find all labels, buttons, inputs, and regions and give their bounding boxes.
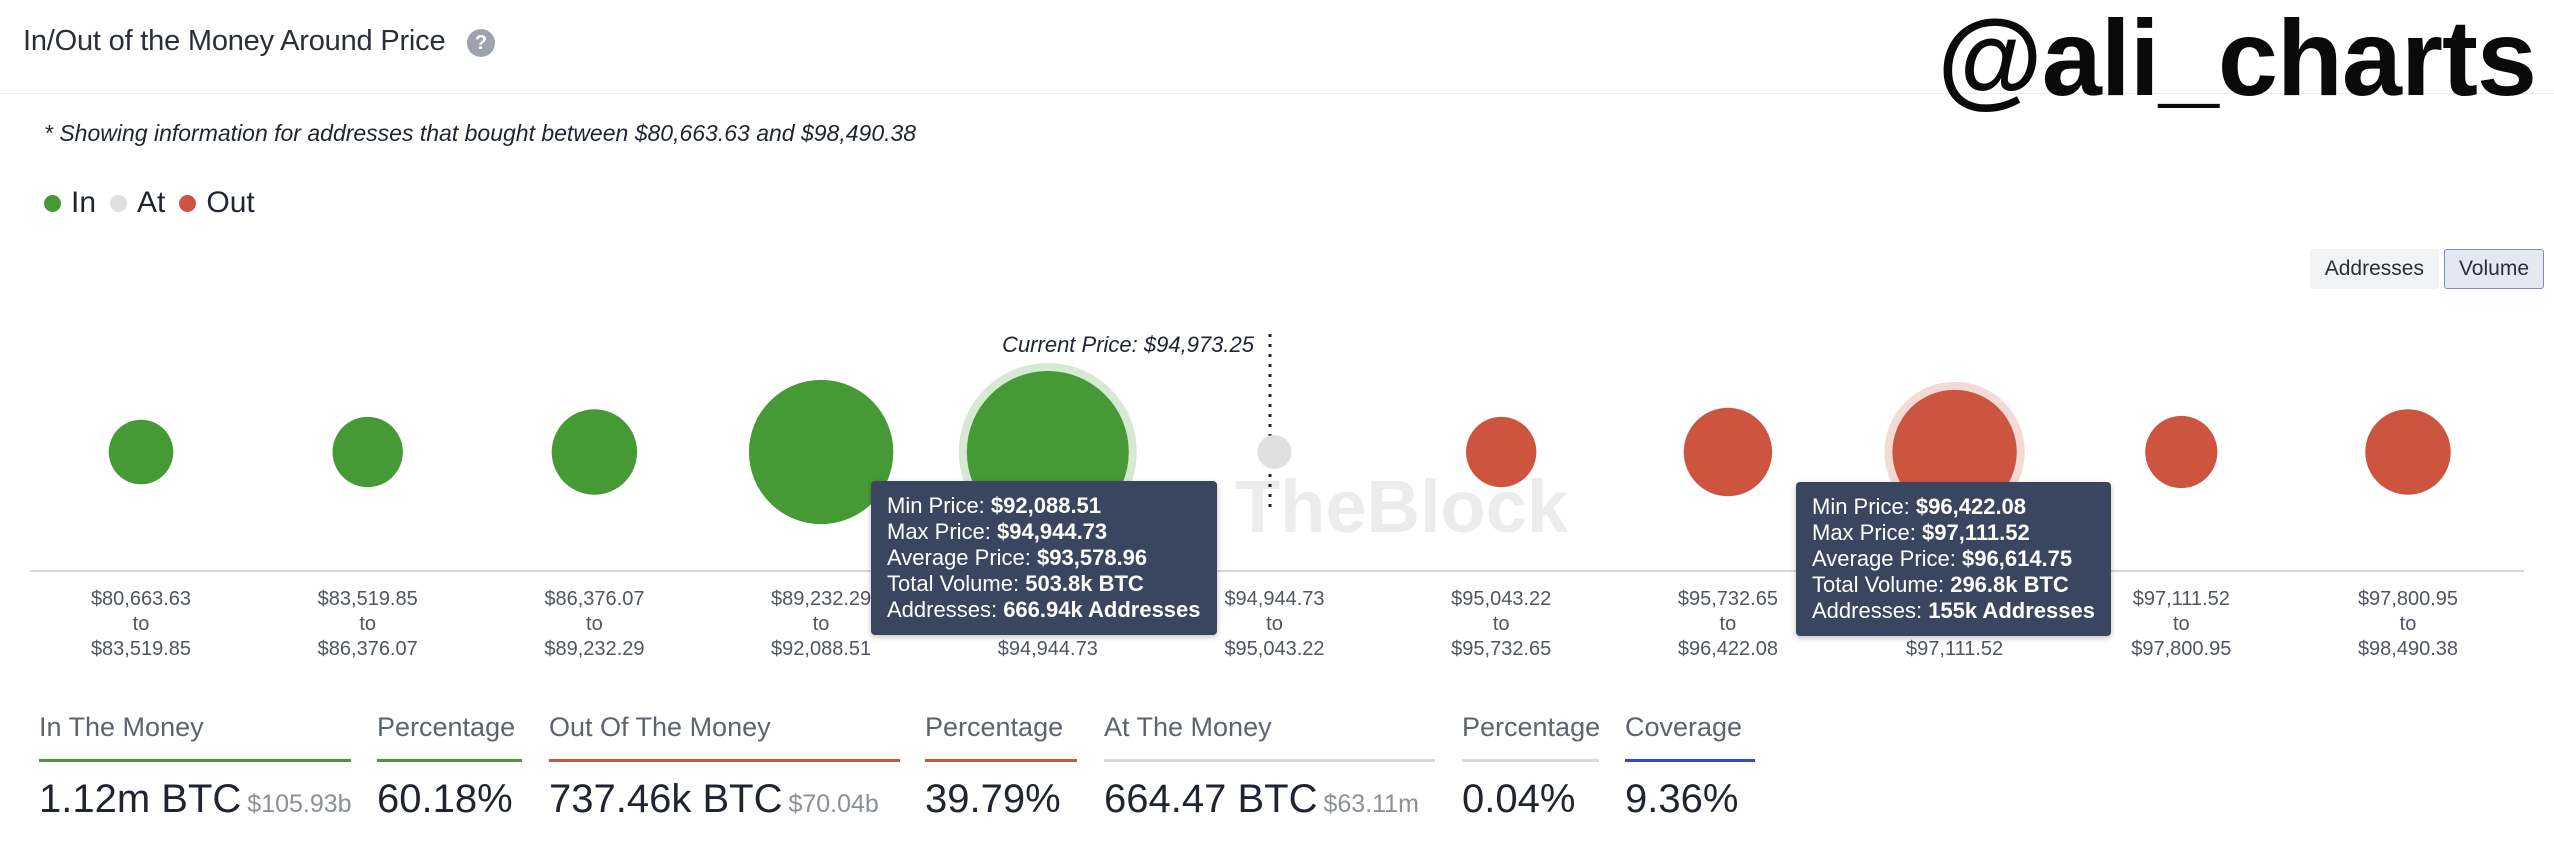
bubble-out-8[interactable] [1683, 407, 1773, 497]
tick-label-from: $97,800.95 [2358, 588, 2458, 610]
stat-coverage-value: 9.36% [1625, 777, 1739, 821]
tick-label-to-word: to [2173, 613, 2190, 635]
bubble-out-7[interactable] [1466, 416, 1537, 488]
tooltip-min: Min Price: $92,088.51 [887, 493, 1102, 518]
tick-label-to: $97,111.52 [1906, 638, 2003, 660]
tooltip-addresses: Addresses: 155k Addresses [1812, 598, 2095, 623]
tick-label-to: $86,376.07 [318, 638, 418, 660]
tooltip-avg: Average Price: $96,614.75 [1812, 546, 2073, 571]
stat-coverage: Coverage 9.36% [1625, 712, 1755, 822]
stat-out-percentage-value: 39.79% [925, 777, 1061, 821]
stat-out-percentage-label: Percentage [925, 712, 1077, 762]
tick-label-to: $95,732.65 [1451, 638, 1551, 660]
tick-label-from: $80,663.63 [91, 588, 191, 610]
tooltip-max: Max Price: $97,111.52 [1812, 520, 2030, 545]
tick-label-from: $89,232.29 [771, 588, 871, 610]
tick-label-to: $92,088.51 [771, 638, 871, 660]
bubble-in-1[interactable] [108, 419, 174, 485]
tick-label-from: $95,043.22 [1451, 588, 1551, 610]
author-watermark: @ali_charts [1937, 0, 2537, 118]
tick-label-to: $97,800.95 [2131, 638, 2231, 660]
legend-item-out[interactable]: Out [179, 186, 255, 220]
tick-label-to-word: to [813, 613, 830, 635]
stat-in-the-money-value: 1.12m BTC $105.93b [39, 777, 352, 821]
header-bar: In/Out of the Money Around Price ? [0, 0, 2554, 94]
tooltip-volume: Total Volume: 296.8k BTC [1812, 572, 2069, 597]
legend-label-out: Out [206, 186, 255, 219]
tick-label-to: $94,944.73 [998, 638, 1098, 660]
page-title: In/Out of the Money Around Price [23, 25, 446, 57]
stat-in-percentage: Percentage 60.18% [377, 712, 522, 822]
tick-label-to-word: to [2400, 613, 2417, 635]
legend-item-in[interactable]: In [44, 186, 96, 220]
stat-coverage-label: Coverage [1625, 712, 1755, 762]
tick-label-to: $96,422.08 [1678, 638, 1778, 660]
tooltip-avg: Average Price: $93,578.96 [887, 545, 1148, 570]
stat-at-percentage-label: Percentage [1462, 712, 1600, 762]
tick-label-from: $94,944.73 [1224, 588, 1324, 610]
legend-item-at[interactable]: At [110, 186, 165, 220]
stat-in-percentage-label: Percentage [377, 712, 522, 762]
tick-label-from: $97,111.52 [2133, 588, 2230, 610]
tick-label-to-word: to [1266, 613, 1283, 635]
stat-at-the-money: At The Money 664.47 BTC $63.11m [1104, 712, 1435, 822]
tooltip-volume: Total Volume: 503.8k BTC [887, 571, 1144, 596]
stat-out-of-the-money-label: Out Of The Money [549, 712, 900, 762]
volume-toggle-button[interactable]: Volume [2443, 249, 2544, 289]
legend: In At Out [44, 186, 269, 220]
tooltip-bin-9: Min Price: $96,422.08 Max Price: $97,111… [1796, 482, 2111, 636]
tick-label-to-word: to [586, 613, 603, 635]
tick-label-from: $95,732.65 [1678, 588, 1778, 610]
tick-label-from: $83,519.85 [318, 588, 418, 610]
tick-label-to: $89,232.29 [544, 638, 644, 660]
range-note: * Showing information for addresses that… [44, 120, 917, 146]
stat-at-the-money-value: 664.47 BTC $63.11m [1104, 777, 1419, 821]
bubble-chart: TheBlock Current Price: $94,973.25 $80,6… [30, 332, 2524, 660]
tooltip-min: Min Price: $96,422.08 [1812, 494, 2027, 519]
stat-at-percentage-value: 0.04% [1462, 777, 1576, 821]
stat-at-percentage: Percentage 0.04% [1462, 712, 1600, 822]
help-icon[interactable]: ? [467, 29, 495, 57]
legend-dot-in [44, 194, 61, 212]
addresses-toggle-button[interactable]: Addresses [2309, 249, 2439, 289]
tooltip-addresses: Addresses: 666.94k Addresses [887, 597, 1201, 622]
tooltip-bin-5: Min Price: $92,088.51 Max Price: $94,944… [871, 481, 1217, 635]
tick-label-to: $95,043.22 [1224, 638, 1324, 660]
tooltip-max: Max Price: $94,944.73 [887, 519, 1108, 544]
tick-label-to-word: to [1720, 613, 1737, 635]
tick-label-to: $83,519.85 [91, 638, 191, 660]
legend-label-at: At [137, 186, 166, 219]
tick-label-to-word: to [133, 613, 150, 635]
stat-out-of-the-money-value: 737.46k BTC $70.04b [549, 777, 879, 821]
stat-in-the-money: In The Money 1.12m BTC $105.93b [39, 712, 352, 822]
bubble-in-3[interactable] [551, 409, 638, 495]
stat-out-of-the-money: Out Of The Money 737.46k BTC $70.04b [549, 712, 900, 822]
tick-label-to: $98,490.38 [2358, 638, 2458, 660]
legend-dot-at [110, 194, 128, 212]
stat-at-the-money-label: At The Money [1104, 712, 1435, 762]
tick-label-from: $86,376.07 [544, 588, 644, 610]
metric-toggle: Addresses Volume [2305, 249, 2544, 289]
stat-in-the-money-label: In The Money [39, 712, 351, 762]
bubble-in-2[interactable] [332, 416, 403, 488]
legend-dot-out [179, 194, 197, 212]
current-price-label: Current Price: $94,973.25 [1002, 332, 1255, 357]
stat-out-percentage: Percentage 39.79% [925, 712, 1077, 822]
bubble-in-4[interactable] [748, 379, 894, 525]
tick-label-to-word: to [359, 613, 376, 635]
bubble-out-11[interactable] [2365, 409, 2451, 495]
legend-label-in: In [71, 186, 97, 219]
tick-label-to-word: to [1493, 613, 1510, 635]
stat-in-percentage-value: 60.18% [377, 777, 513, 821]
bubble-at-6[interactable] [1257, 435, 1292, 469]
bubble-out-10[interactable] [2145, 415, 2218, 489]
